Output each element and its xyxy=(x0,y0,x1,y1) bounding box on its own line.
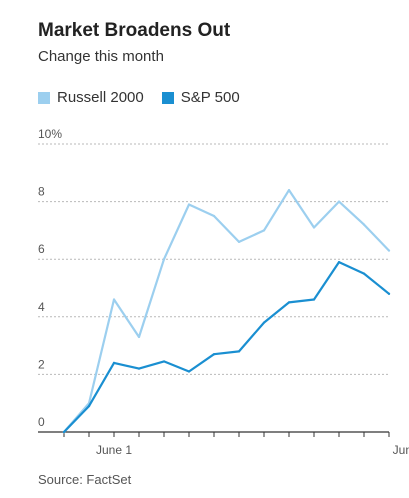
series-1-point-11 xyxy=(337,260,341,264)
series-1-point-7 xyxy=(237,350,241,353)
chart-subtitle: Change this month xyxy=(38,48,164,65)
y-tick-label-6: 6 xyxy=(38,242,45,256)
legend-swatch-russell xyxy=(38,91,50,104)
source-note: Source: FactSet xyxy=(38,472,132,487)
y-tick-label-8: 8 xyxy=(38,185,45,199)
y-tick-label-2: 2 xyxy=(38,357,45,371)
series-1-point-3 xyxy=(137,367,141,370)
chart-title: Market Broadens Out xyxy=(38,20,231,41)
series-0-point-2 xyxy=(112,298,116,301)
x-tick-label-2: June 1 xyxy=(96,443,132,457)
series-0-point-12 xyxy=(362,223,366,226)
series-0-point-10 xyxy=(312,226,316,229)
series-0-point-6 xyxy=(212,214,216,218)
legend-swatch-sp500 xyxy=(161,91,174,104)
series-1-point-2 xyxy=(112,361,116,364)
series-0-point-13 xyxy=(387,249,391,252)
series-1-point-0 xyxy=(62,430,66,434)
series-1-point-9 xyxy=(287,301,291,304)
series-1-point-10 xyxy=(312,298,316,301)
legend-label-sp500: S&P 500 xyxy=(180,89,240,106)
x-tick-label-14: June 20 xyxy=(393,443,409,457)
legend: Russell 2000 S&P 500 xyxy=(38,89,258,106)
series-0-point-3 xyxy=(137,335,141,339)
series-1-point-12 xyxy=(362,272,366,275)
series-0-point-8 xyxy=(262,229,266,232)
series-1-point-1 xyxy=(87,404,91,408)
legend-item-russell: Russell 2000 xyxy=(38,89,144,106)
series-1-point-4 xyxy=(162,360,166,363)
legend-item-sp500: S&P 500 xyxy=(161,89,240,106)
series-1-point-6 xyxy=(212,353,216,356)
series-1-point-5 xyxy=(187,370,191,373)
series-line-1 xyxy=(62,261,391,434)
y-tick-label-10: 10% xyxy=(38,127,62,141)
legend-label-russell: Russell 2000 xyxy=(57,89,144,106)
series-line-0 xyxy=(62,189,391,434)
series-1-point-8 xyxy=(262,321,266,324)
series-1-point-13 xyxy=(387,292,391,295)
series-0-point-7 xyxy=(237,240,241,244)
series-0-point-9 xyxy=(287,188,291,192)
y-tick-label-4: 4 xyxy=(38,300,45,314)
series-0-point-4 xyxy=(162,258,166,261)
series-0-point-5 xyxy=(187,203,191,206)
y-tick-label-0: 0 xyxy=(38,415,45,429)
series-0-point-11 xyxy=(337,200,341,203)
